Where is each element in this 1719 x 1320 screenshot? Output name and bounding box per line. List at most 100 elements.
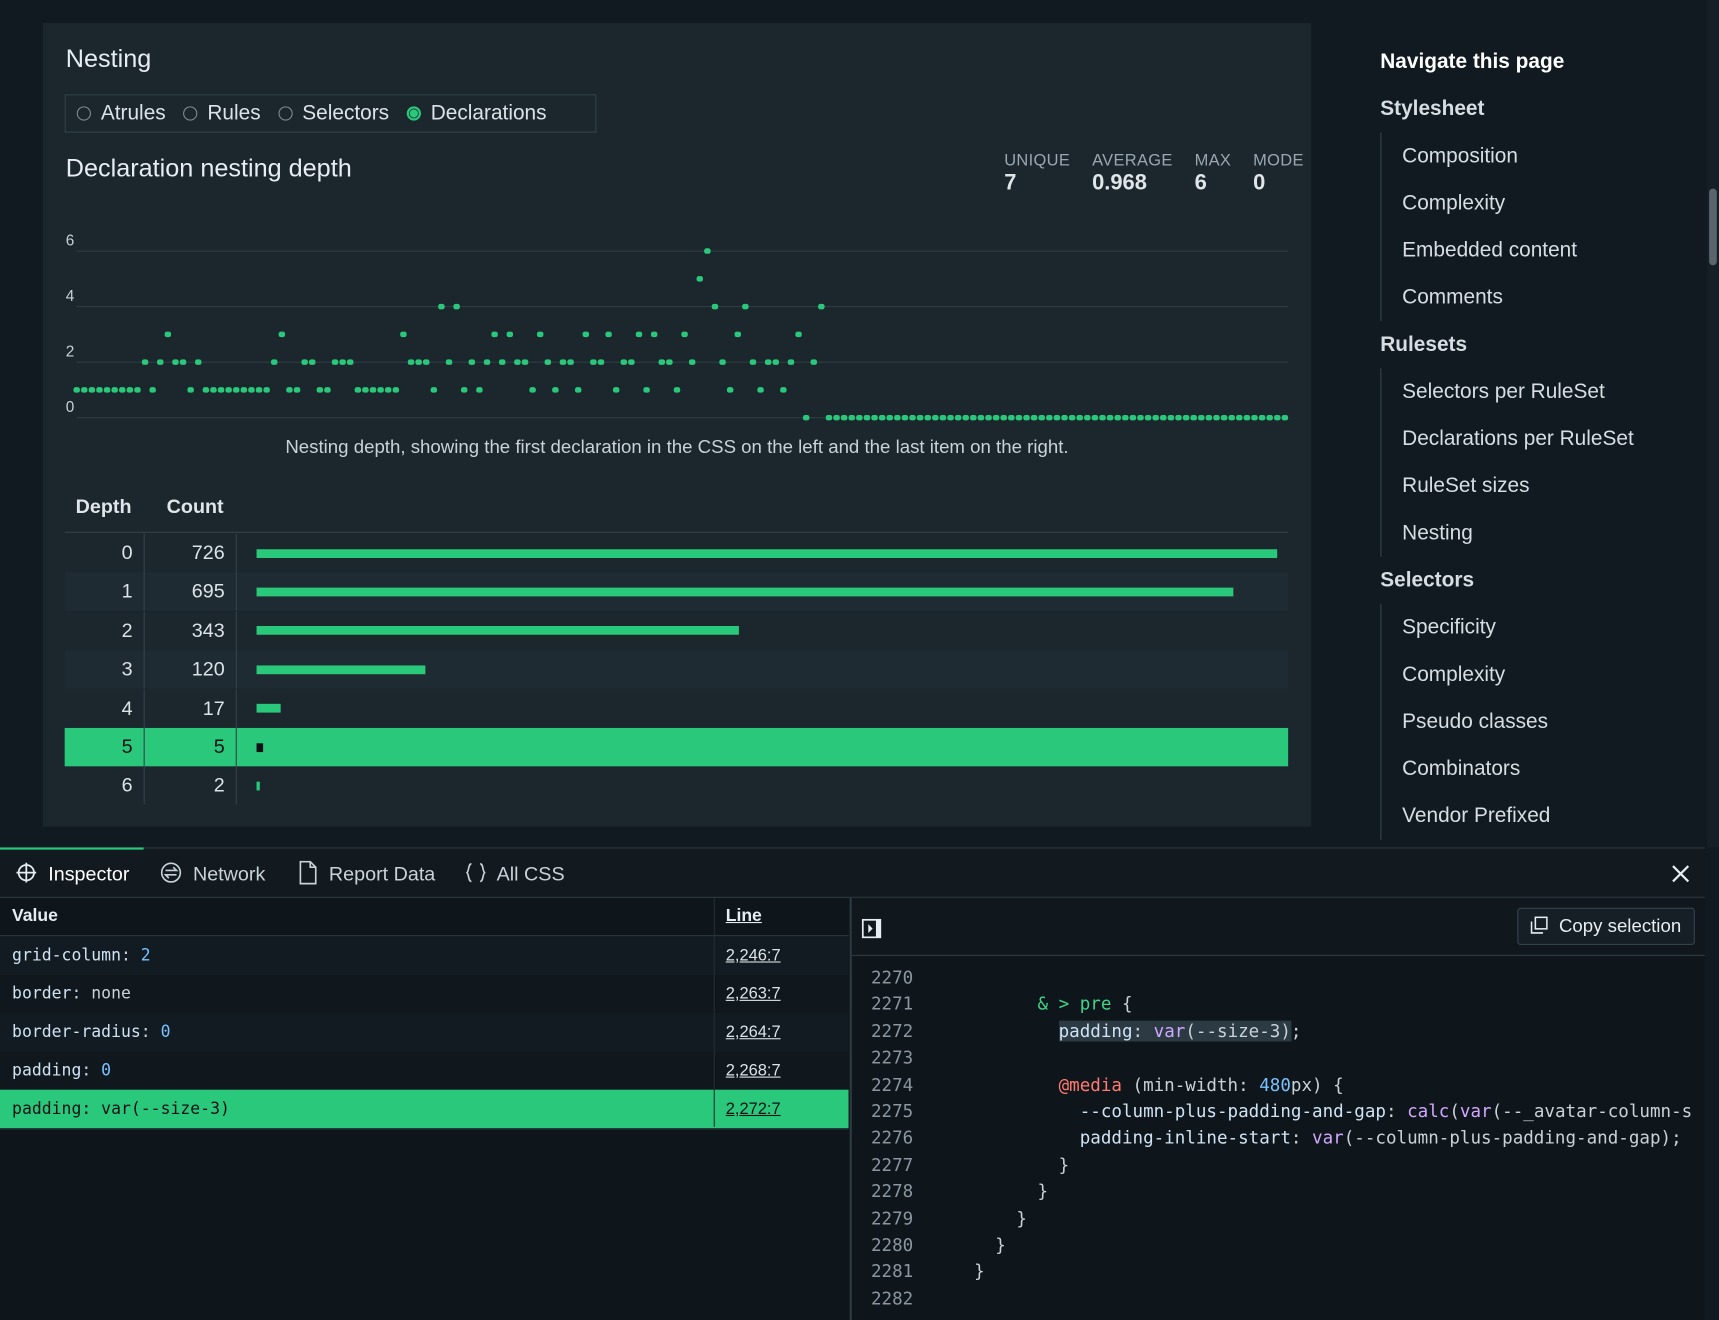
depth-dot: [1206, 415, 1212, 420]
source: }: [932, 1179, 1048, 1206]
nav-link[interactable]: RuleSet sizes: [1381, 463, 1698, 510]
depth-dot: [803, 415, 809, 420]
cell-divider: [236, 612, 237, 650]
nav-title: Navigate this page: [1380, 38, 1698, 85]
nav-link[interactable]: Composition: [1381, 133, 1698, 180]
depth-dot: [225, 387, 231, 392]
scrollbar: [1707, 0, 1719, 847]
code-line: 2280 }: [852, 1232, 1705, 1259]
table-row: 1695: [65, 573, 1288, 611]
depth-dot: [415, 359, 421, 364]
nav-heading[interactable]: Selectors: [1380, 557, 1698, 604]
radio-option[interactable]: Atrules: [77, 101, 166, 125]
depth-dot: [332, 359, 338, 364]
scroll-thumb[interactable]: [1709, 189, 1717, 266]
depth-dot: [263, 387, 269, 392]
nav-link[interactable]: Vendor Prefixed: [1381, 793, 1698, 840]
code-line: 2274 @media (min-width: 480px) {: [852, 1072, 1705, 1099]
tab[interactable]: Network: [193, 849, 265, 897]
line-number: 2280: [852, 1232, 913, 1259]
depth-dot: [172, 359, 178, 364]
line-number: 2279: [852, 1205, 913, 1232]
depth-dot: [894, 415, 900, 420]
nav-link[interactable]: Selectors per RuleSet: [1381, 368, 1698, 415]
nav-link[interactable]: Declarations per RuleSet: [1381, 415, 1698, 462]
code-line: 2275 --column-plus-padding-and-gap: calc…: [852, 1098, 1705, 1125]
tab-bar: Inspector Network Report Data All CSS: [0, 849, 1705, 898]
count-bar: [257, 665, 426, 674]
toggle-icon[interactable]: [862, 919, 882, 939]
code-token: padding: [1059, 1020, 1133, 1041]
depth-dot: [1008, 415, 1014, 420]
chart-title: Declaration nesting depth: [66, 153, 352, 183]
cell-divider: [144, 534, 145, 572]
tab[interactable]: Inspector: [48, 849, 129, 897]
depth-dot: [73, 387, 79, 392]
depth-dot: [233, 387, 239, 392]
code-token: :: [1291, 1127, 1312, 1148]
depth-dot: [286, 387, 292, 392]
close-button[interactable]: [1671, 864, 1691, 884]
depth-dot: [925, 415, 931, 420]
depth-dot: [111, 387, 117, 392]
depth-dot: [613, 387, 619, 392]
radio-option[interactable]: Selectors: [278, 101, 389, 125]
depth-dot: [438, 304, 444, 309]
source: }: [932, 1152, 1069, 1179]
depth-dot: [499, 359, 505, 364]
depth-dot: [909, 415, 915, 420]
column-header: Value: [12, 898, 58, 935]
nav-link[interactable]: Complexity: [1381, 651, 1698, 698]
radio-option[interactable]: Rules: [183, 101, 260, 125]
count-cell: 2: [144, 767, 225, 805]
tab[interactable]: All CSS: [497, 849, 565, 897]
depth-dot: [104, 387, 110, 392]
depth-dot: [469, 359, 475, 364]
source: }: [932, 1205, 1027, 1232]
nav-heading[interactable]: Rulesets: [1380, 321, 1698, 368]
stat-label: MODE: [1253, 151, 1304, 170]
stat: UNIQUE7: [1004, 151, 1070, 196]
depth-dot: [1145, 415, 1151, 420]
depth-dot: [1175, 415, 1181, 420]
depth-dot: [818, 304, 824, 309]
depth-dot: [1244, 415, 1250, 420]
table-row: 55: [65, 728, 1288, 766]
tab[interactable]: Report Data: [329, 849, 435, 897]
nav-link[interactable]: Nesting: [1381, 510, 1698, 557]
depth-dot: [370, 387, 376, 392]
depth-dot: [400, 332, 406, 337]
code-token: & > pre: [932, 994, 1112, 1015]
nav-link[interactable]: Complexity: [1381, 180, 1698, 227]
depth-dot: [849, 415, 855, 420]
line-number: 2273: [852, 1045, 913, 1072]
depth-dot: [1061, 415, 1067, 420]
depth-dot: [651, 332, 657, 337]
radio-option[interactable]: Declarations: [407, 101, 547, 125]
column-header[interactable]: Line: [726, 898, 762, 935]
depth-dot: [1190, 415, 1196, 420]
nav-heading[interactable]: Stylesheet: [1380, 86, 1698, 133]
nav-link[interactable]: Pseudo classes: [1381, 698, 1698, 745]
source: --column-plus-padding-and-gap: calc(var(…: [932, 1098, 1692, 1125]
depth-dot: [1122, 415, 1128, 420]
depth-dot: [1107, 415, 1113, 420]
code-token: var: [1154, 1020, 1186, 1041]
depth-dot: [1000, 415, 1006, 420]
depth-cell: 0: [65, 534, 133, 572]
depth-dot: [377, 387, 383, 392]
nav-link[interactable]: Combinators: [1381, 745, 1698, 792]
source: & > pre {: [932, 991, 1133, 1018]
nav-link[interactable]: Comments: [1381, 274, 1698, 321]
depth-dot: [985, 415, 991, 420]
depth-dot: [795, 332, 801, 337]
radio-button: [183, 106, 197, 120]
depth-dot: [833, 415, 839, 420]
nav-link[interactable]: Embedded content: [1381, 227, 1698, 274]
depth-dot: [1084, 415, 1090, 420]
nav-link[interactable]: Specificity: [1381, 604, 1698, 651]
depth-dot: [1137, 415, 1143, 420]
css-icon: [465, 862, 487, 884]
copy-button[interactable]: Copy selection: [1517, 908, 1695, 945]
